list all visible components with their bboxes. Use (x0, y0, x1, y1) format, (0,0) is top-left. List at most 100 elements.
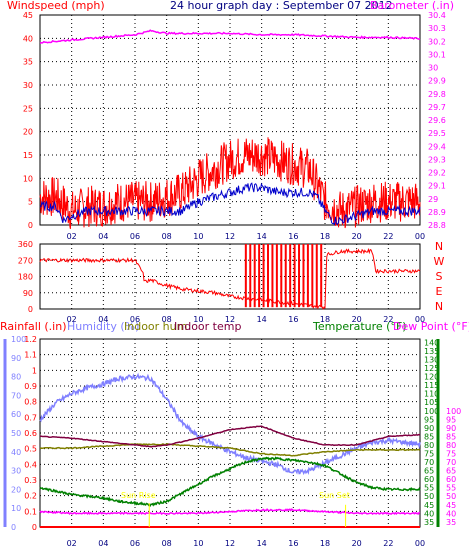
x-tick-label: 20 (352, 539, 362, 548)
humidity-tick-label: 100 (11, 335, 26, 344)
temperature-tick-label: 90 (424, 424, 434, 433)
dewpoint-tick-label: 40 (446, 509, 456, 518)
wind-panel-frame (39, 14, 421, 226)
x-tick-label: 10 (193, 232, 203, 241)
barometer-tick-label: 29.2 (428, 169, 446, 178)
rain-tick-label: 0.4 (24, 460, 37, 469)
wind-tick-label: 0 (28, 221, 33, 230)
rain-humidity-temperature-panel: 010203040506070809010000.10.20.30.40.50.… (3, 335, 461, 548)
barometer-tick-label: 30.3 (428, 24, 446, 33)
wind-speed-axis-title: Windspeed (mph) (7, 0, 105, 12)
temperature-axis-title: Temperature (°F) (312, 320, 407, 333)
temperature-tick-label: 115 (424, 381, 439, 390)
direction-tick-label: 360 (18, 240, 33, 249)
indoor-temp-series (40, 425, 421, 448)
humidity-tick-label: 30 (11, 467, 21, 476)
x-tick-label: 02 (67, 232, 77, 241)
x-tick-label: 06 (130, 315, 140, 324)
x-tick-label: 08 (162, 315, 172, 324)
x-tick-label: 12 (225, 539, 235, 548)
compass-label: S (436, 270, 443, 283)
dewpoint-tick-label: 85 (446, 432, 456, 441)
barometer-axis-title: Barometer (.in) (370, 0, 454, 12)
rain-tick-label: 0.3 (24, 476, 37, 485)
x-tick-label: 06 (130, 539, 140, 548)
direction-tick-label: 180 (18, 273, 33, 282)
x-tick-label: 10 (193, 315, 203, 324)
dewpoint-tick-label: 45 (446, 501, 456, 510)
indoor-temp-legend: Indoor temp (174, 320, 241, 333)
barometer-tick-label: 28.9 (428, 208, 446, 217)
temperature-tick-label: 85 (424, 432, 434, 441)
temperature-tick-label: 50 (424, 492, 434, 501)
rain-tick-label: 0.5 (24, 445, 37, 454)
gust-series (39, 137, 421, 230)
humidity-tick-label: 80 (11, 373, 21, 382)
rain-tick-label: 0.2 (24, 492, 37, 501)
barometer-tick-label: 29 (428, 195, 438, 204)
rain-tick-label: 1.2 (24, 335, 37, 344)
wind-tick-label: 10 (23, 174, 33, 183)
x-tick-label: 22 (383, 232, 393, 241)
x-tick-label: 02 (67, 315, 77, 324)
direction-tick-label: 0 (28, 305, 33, 314)
temperature-tick-label: 130 (424, 356, 439, 365)
dewpoint-tick-label: 70 (446, 458, 456, 467)
wind-tick-label: 15 (23, 151, 33, 160)
x-tick-label: 16 (288, 232, 298, 241)
rain-tick-label: 0 (32, 523, 37, 532)
sunrise-annotation: Sun Rise (121, 491, 156, 500)
humidity-series (39, 372, 421, 476)
indoor-hum-series (39, 443, 421, 457)
wind-direction-series (39, 247, 421, 310)
temperature-series (39, 456, 421, 507)
wind-tick-label: 25 (23, 104, 33, 113)
direction-tick-label: 90 (23, 289, 33, 298)
rain-tick-label: 0.8 (24, 398, 37, 407)
barometer-tick-label: 29.9 (428, 77, 446, 86)
x-tick-label: 14 (257, 315, 267, 324)
chart-title: 24 hour graph day : September 07 2012 (170, 0, 393, 12)
barometer-tick-label: 28.8 (428, 221, 446, 230)
barometer-series (39, 29, 421, 44)
compass-label: N (435, 240, 443, 253)
barometer-tick-label: 29.3 (428, 155, 446, 164)
wind-tick-label: 45 (23, 11, 33, 20)
temperature-tick-label: 135 (424, 347, 439, 356)
wind-speed-series (39, 182, 421, 226)
x-tick-label: 04 (98, 315, 108, 324)
rain-tick-label: 0.1 (24, 507, 37, 516)
x-tick-label: 16 (288, 315, 298, 324)
temperature-tick-label: 40 (424, 509, 434, 518)
humidity-legend: Humidity (%) (67, 320, 139, 333)
dewpoint-tick-label: 90 (446, 424, 456, 433)
rain-tick-label: 0.7 (24, 413, 37, 422)
humidity-tick-label: 60 (11, 410, 21, 419)
wind-tick-label: 40 (23, 34, 33, 43)
x-tick-label: 04 (98, 232, 108, 241)
direction-tick-label: 270 (18, 256, 33, 265)
indoor-hum-legend: Indoor hum (124, 320, 187, 333)
temperature-tick-label: 125 (424, 364, 439, 373)
x-tick-label: 00 (415, 232, 425, 241)
temperature-tick-label: 100 (424, 407, 439, 416)
barometer-tick-label: 30.1 (428, 50, 446, 59)
barometer-tick-label: 30.2 (428, 37, 446, 46)
temperature-tick-label: 140 (424, 338, 439, 347)
x-tick-label: 08 (162, 539, 172, 548)
temperature-tick-label: 120 (424, 373, 439, 382)
wind-tick-label: 35 (23, 58, 33, 67)
dewpoint-axis-title: Dew Point (°F) (393, 320, 469, 333)
humidity-tick-label: 10 (11, 504, 21, 513)
temperature-tick-label: 95 (424, 415, 434, 424)
wind-tick-label: 5 (28, 198, 33, 207)
dewpoint-tick-label: 65 (446, 467, 456, 476)
direction-panel-frame (39, 243, 421, 310)
barometer-tick-label: 29.5 (428, 129, 446, 138)
barometer-tick-label: 29.8 (428, 90, 446, 99)
x-tick-label: 14 (257, 232, 267, 241)
x-tick-label: 20 (352, 232, 362, 241)
temperature-tick-label: 75 (424, 450, 434, 459)
